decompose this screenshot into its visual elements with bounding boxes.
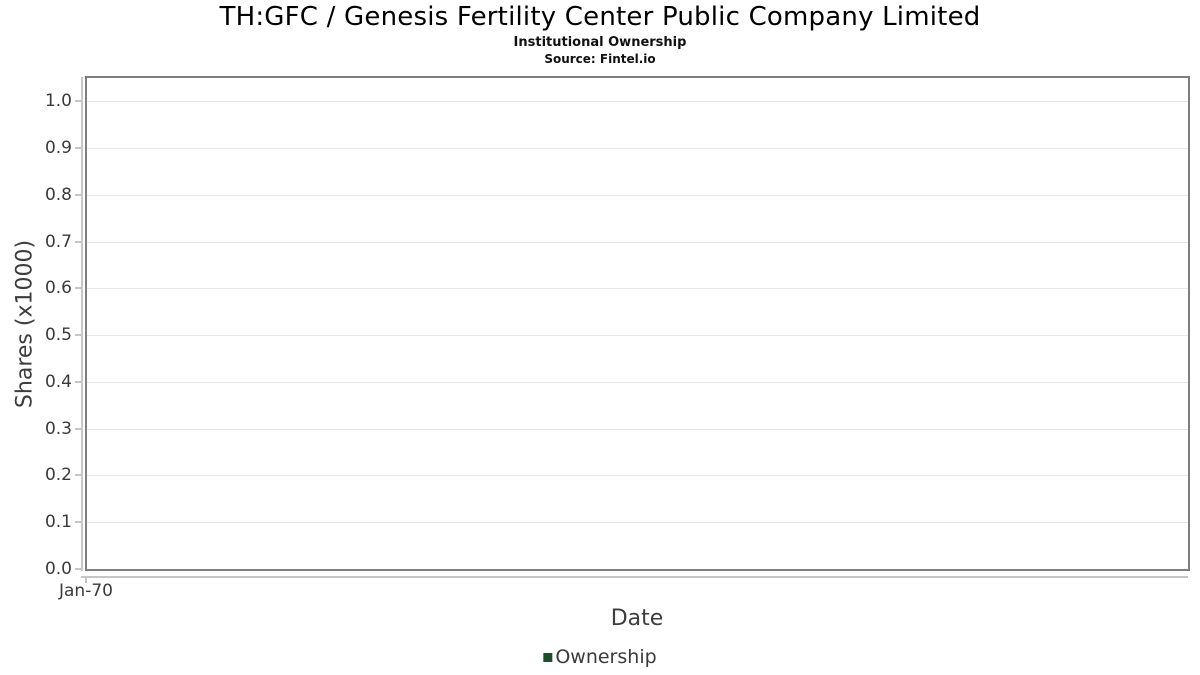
y-tick-mark <box>75 287 81 289</box>
y-tick-mark <box>75 147 81 149</box>
plot-area <box>85 76 1190 571</box>
y-tick-mark <box>75 568 81 570</box>
x-tick-label: Jan-70 <box>59 581 113 601</box>
y-tick-mark <box>75 428 81 430</box>
gridline <box>87 195 1188 196</box>
legend-marker-icon <box>543 652 553 662</box>
chart-source-credit: Source: Fintel.io <box>544 52 656 66</box>
y-tick-label: 0.2 <box>44 465 72 485</box>
y-tick-label: 0.5 <box>44 325 72 345</box>
gridline <box>87 522 1188 523</box>
y-tick-label: 1.0 <box>44 91 72 111</box>
gridline <box>87 148 1188 149</box>
y-tick-mark <box>75 334 81 336</box>
y-tick-mark <box>75 474 81 476</box>
y-tick-label: 0.4 <box>44 372 72 392</box>
y-tick-label: 0.1 <box>44 512 72 532</box>
gridline <box>87 382 1188 383</box>
gridline <box>87 475 1188 476</box>
y-axis-line <box>81 77 83 571</box>
chart-title: TH:GFC / Genesis Fertility Center Public… <box>219 2 981 32</box>
y-tick-mark <box>75 381 81 383</box>
gridline <box>87 429 1188 430</box>
y-tick-mark <box>75 241 81 243</box>
x-axis-title: Date <box>610 606 664 631</box>
gridline <box>87 242 1188 243</box>
gridline <box>87 101 1188 102</box>
x-tick-mark <box>85 578 87 583</box>
y-tick-label: 0.3 <box>44 419 72 439</box>
legend-label: Ownership <box>555 646 657 668</box>
y-tick-label: 0.8 <box>44 185 72 205</box>
y-tick-label: 0.7 <box>44 232 72 252</box>
legend-item-ownership[interactable]: Ownership <box>543 646 657 668</box>
y-tick-label: 0.6 <box>44 278 72 298</box>
x-axis-line <box>81 576 1188 578</box>
gridline <box>87 335 1188 336</box>
y-tick-label: 0.9 <box>44 138 72 158</box>
y-tick-mark <box>75 194 81 196</box>
gridline <box>87 288 1188 289</box>
y-tick-mark <box>75 100 81 102</box>
chart-subtitle: Institutional Ownership <box>513 35 687 50</box>
y-tick-mark <box>75 521 81 523</box>
y-tick-label: 0.0 <box>44 559 72 579</box>
